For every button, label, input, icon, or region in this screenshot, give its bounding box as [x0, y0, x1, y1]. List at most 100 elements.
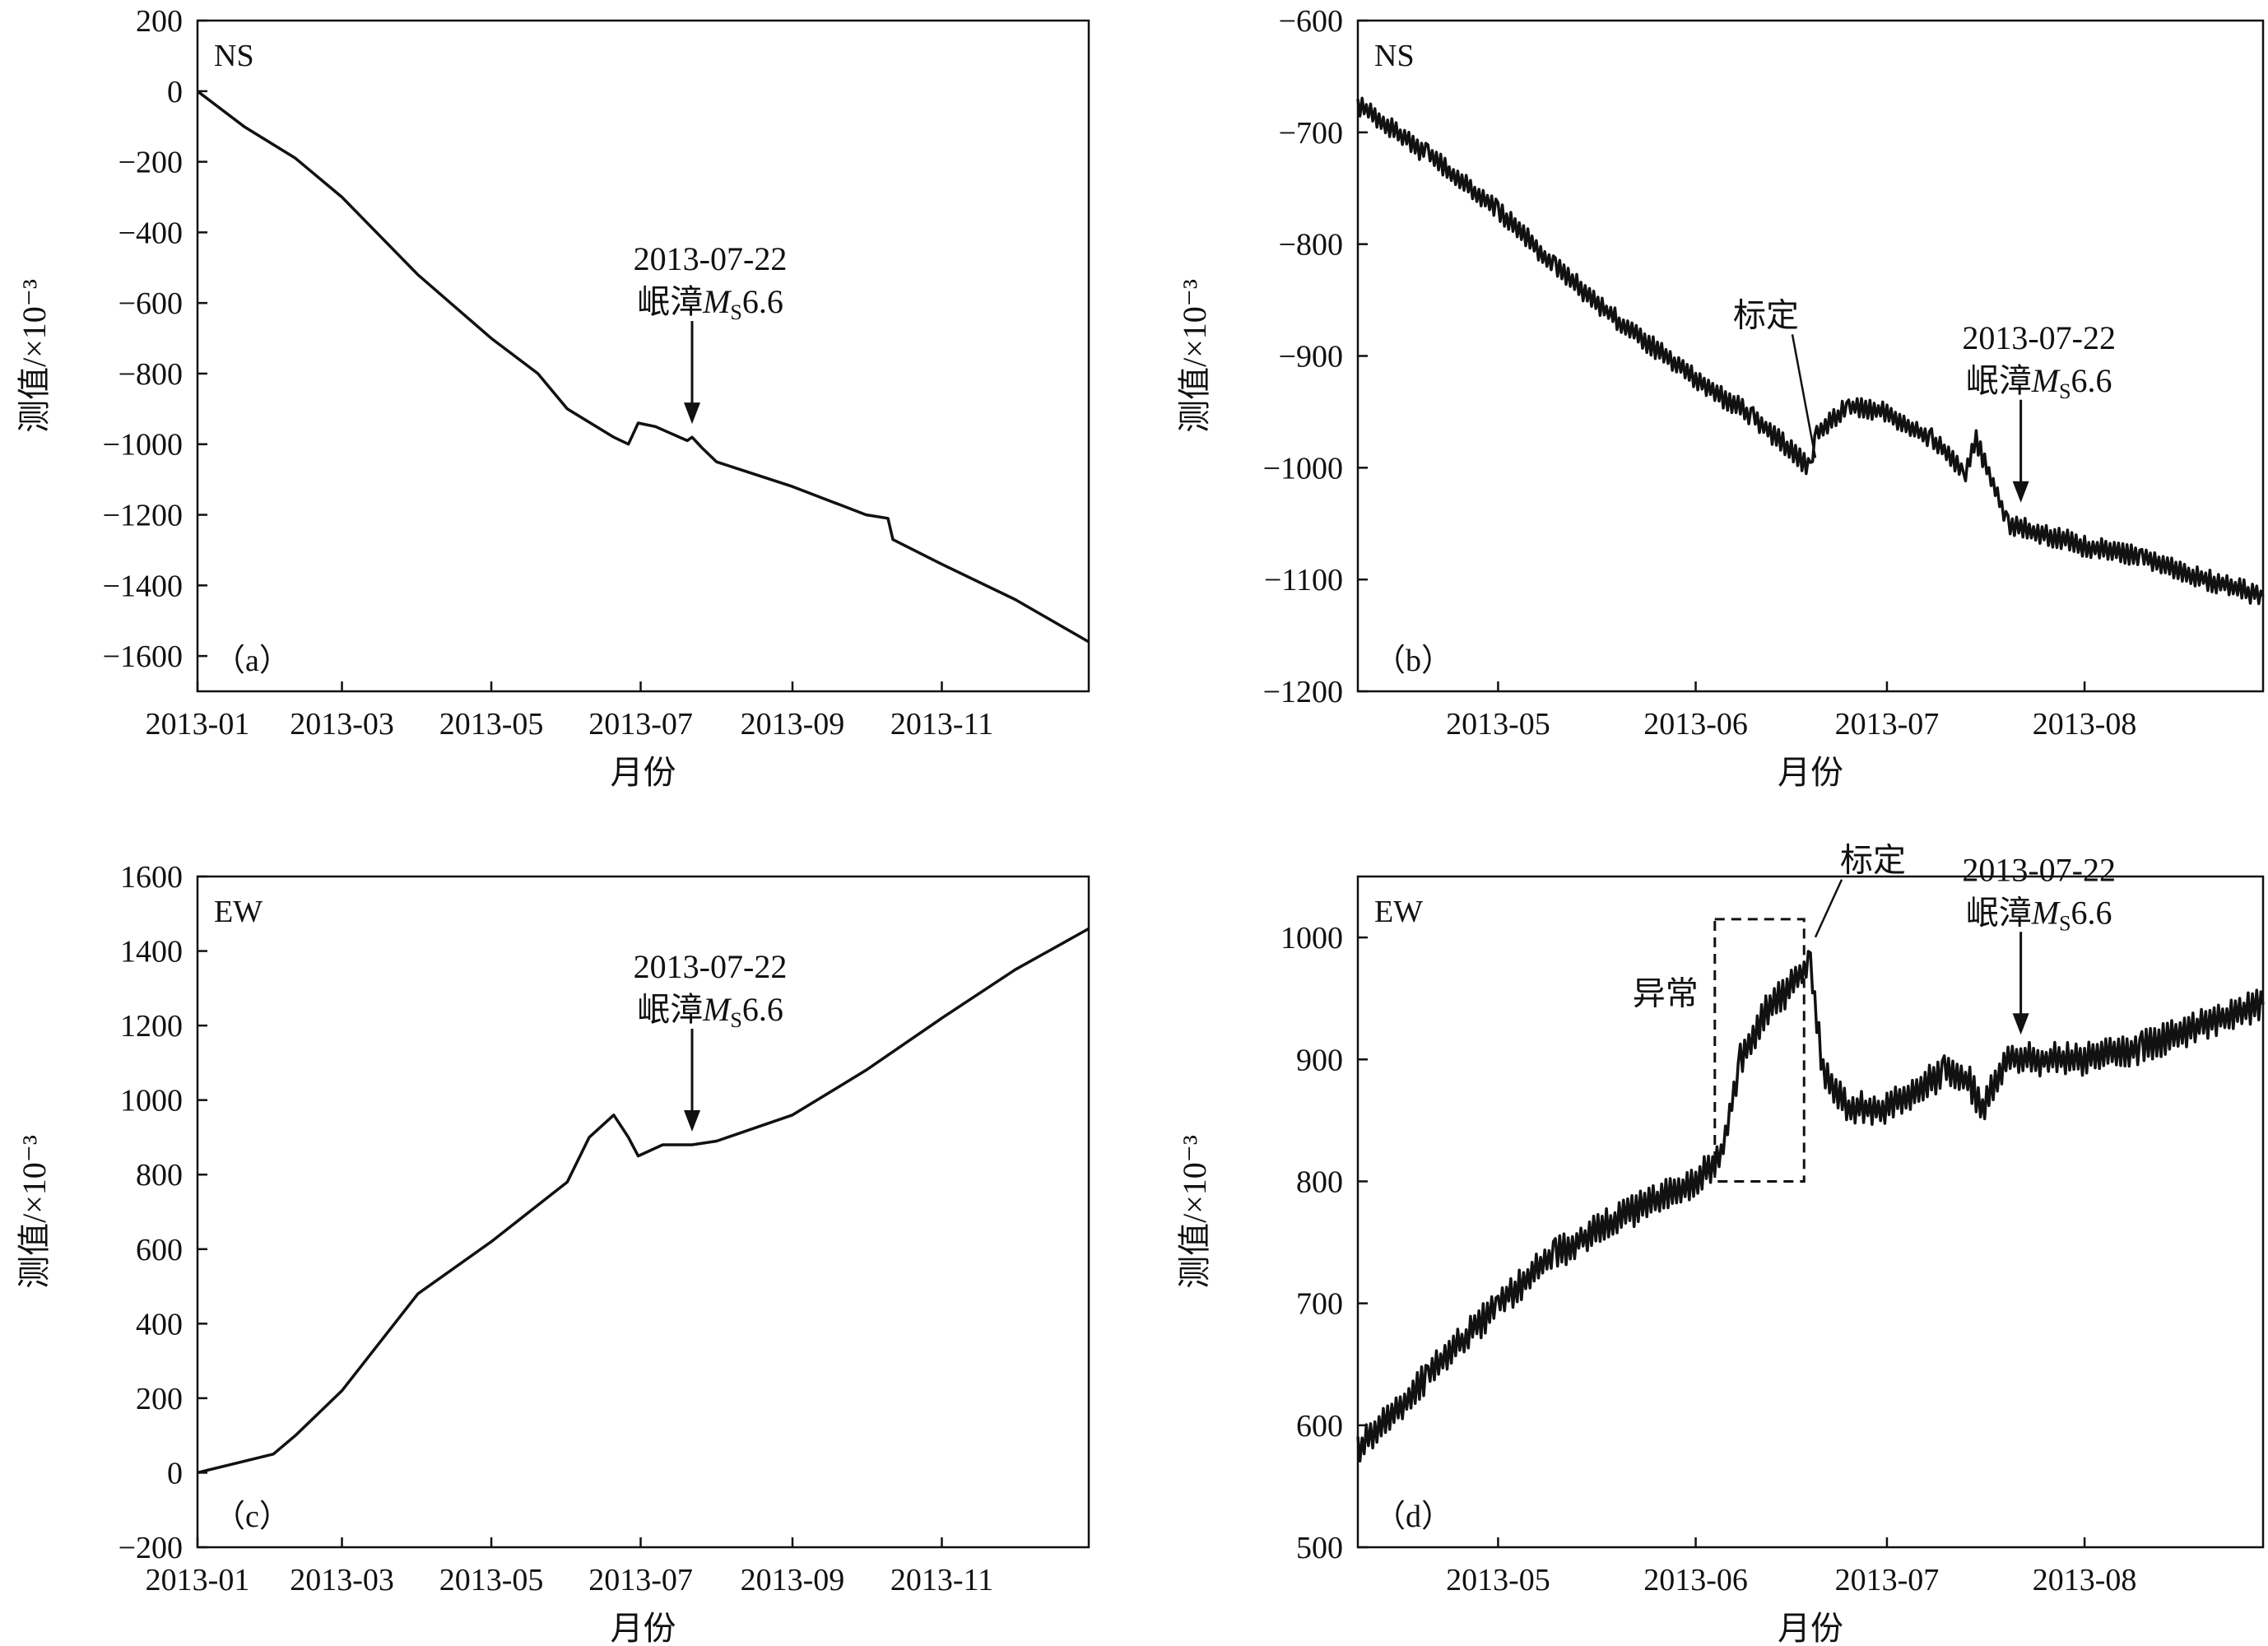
y-tick-label: 1600	[120, 860, 183, 895]
x-tick-label: 2013-06	[1643, 1563, 1748, 1597]
chart-panel-c: 1600 1400 1200 1000 800 600 400 200 0 −2002013-01…	[16, 860, 1090, 1646]
y-tick-label: 500	[1296, 1531, 1343, 1565]
y-tick-label: −1100	[1264, 563, 1343, 597]
y-tick-label: −700	[1279, 116, 1343, 151]
y-tick-label: 0	[167, 75, 183, 109]
calibration-label: 标定	[1840, 842, 1906, 879]
magnitude-value: 6.6	[2071, 362, 2112, 399]
plot-frame	[1356, 19, 2265, 693]
y-tick-label: 900	[1296, 1043, 1343, 1077]
y-tick-label: 400	[136, 1307, 183, 1341]
earthquake-arrowhead	[684, 1110, 701, 1132]
magnitude-subscript: S	[730, 1008, 741, 1032]
y-tick-label: 0	[167, 1456, 183, 1490]
x-axis-title: 月份	[1778, 754, 1843, 791]
place-name: 岷漳	[637, 283, 703, 320]
calibration-label: 标定	[1733, 296, 1799, 333]
y-tick-label: 700	[1296, 1287, 1343, 1322]
x-tick-label: 2013-03	[290, 1563, 394, 1597]
calibration-leader	[1814, 879, 1843, 938]
earthquake-name: 岷漳MS6.6	[637, 991, 783, 1032]
calibration-leader	[1791, 334, 1817, 458]
chart-panel-a: 200 0 −200 −400 −600 −800 −1000 −1200 −1400 −1600…	[16, 4, 1090, 791]
y-axis-title: 测值/×10⁻³	[16, 1135, 53, 1289]
component-label: EW	[1374, 895, 1423, 929]
series-line	[197, 927, 1090, 1475]
y-tick-label: 1400	[120, 935, 183, 969]
component-label: NS	[214, 39, 254, 73]
earthquake-date: 2013-07-22	[634, 948, 788, 985]
y-tick-label: −600	[119, 286, 183, 321]
y-tick-label: −800	[1279, 228, 1343, 263]
y-tick-label: 200	[136, 4, 183, 39]
earthquake-name: 岷漳MS6.6	[1966, 894, 2112, 935]
earthquake-date: 2013-07-22	[1962, 851, 2116, 888]
x-tick-label: 2013-07	[588, 1563, 693, 1597]
y-tick-label: −1200	[1263, 675, 1343, 709]
x-tick-label: 2013-03	[290, 707, 394, 742]
y-axis-title: 测值/×10⁻³	[1176, 1135, 1213, 1289]
series-line	[1356, 96, 2265, 606]
y-tick-label: −900	[1279, 340, 1343, 374]
y-axis-title: 测值/×10⁻³	[16, 279, 53, 433]
y-tick-label: −600	[1279, 4, 1343, 39]
x-tick-label: 2013-01	[146, 1563, 250, 1597]
x-tick-label: 2013-07	[1835, 707, 1940, 742]
y-tick-label: −200	[119, 146, 183, 180]
y-tick-label: −800	[119, 357, 183, 392]
x-tick-label: 2013-05	[439, 1563, 544, 1597]
chart-panel-d: 1000 900 800 700 600 500 2013-05 2013-06 2013-07…	[1176, 842, 2265, 1646]
series-line	[196, 90, 1090, 644]
plot-frame	[196, 875, 1090, 1549]
panel-label: （b）	[1374, 644, 1452, 678]
component-label: EW	[214, 895, 263, 929]
x-tick-label: 2013-07	[588, 707, 693, 742]
magnitude-value: 6.6	[742, 991, 783, 1028]
x-tick-label: 2013-06	[1643, 707, 1748, 742]
panel-label: （a）	[214, 644, 290, 678]
y-axis-title: 测值/×10⁻³	[1176, 279, 1213, 433]
x-tick-label: 2013-09	[741, 1563, 845, 1597]
y-tick-label: 600	[1296, 1409, 1343, 1444]
panel-label: （d）	[1374, 1500, 1452, 1534]
y-tick-label: 1000	[1280, 921, 1343, 956]
x-tick-label: 2013-05	[1446, 707, 1550, 742]
panel-label: （c）	[214, 1500, 290, 1534]
y-tick-label: −1000	[1263, 451, 1343, 486]
x-axis-title: 月份	[1778, 1610, 1843, 1646]
earthquake-arrowhead	[2012, 1013, 2029, 1035]
magnitude-value: 6.6	[742, 283, 783, 320]
magnitude-symbol: M	[702, 283, 732, 320]
place-name: 岷漳	[637, 991, 703, 1028]
x-tick-label: 2013-05	[1446, 1563, 1550, 1597]
earthquake-date: 2013-07-22	[634, 240, 788, 277]
anomaly-label: 异常	[1633, 975, 1699, 1012]
y-tick-label: −1000	[103, 428, 183, 463]
y-tick-label: 200	[136, 1382, 183, 1416]
earthquake-arrowhead	[684, 402, 701, 425]
place-name: 岷漳	[1966, 362, 2032, 399]
y-tick-label: −200	[119, 1531, 183, 1565]
x-tick-label: 2013-11	[890, 1563, 993, 1597]
magnitude-subscript: S	[2059, 379, 2070, 403]
series-line	[1356, 950, 2265, 1463]
x-tick-label: 2013-05	[439, 707, 544, 742]
earthquake-name: 岷漳MS6.6	[637, 283, 783, 324]
plot-frame	[196, 19, 1090, 693]
y-tick-label: −1200	[103, 499, 183, 533]
anomaly-box	[1713, 918, 1806, 1183]
y-tick-label: −400	[119, 216, 183, 250]
earthquake-name: 岷漳MS6.6	[1966, 362, 2112, 403]
magnitude-value: 6.6	[2071, 894, 2112, 931]
x-axis-title: 月份	[611, 754, 676, 791]
earthquake-arrowhead	[2012, 481, 2029, 503]
x-tick-label: 2013-08	[2033, 707, 2137, 742]
magnitude-symbol: M	[2031, 894, 2061, 931]
y-tick-label: 1200	[120, 1009, 183, 1044]
magnitude-symbol: M	[2031, 362, 2061, 399]
place-name: 岷漳	[1966, 894, 2032, 931]
earthquake-date: 2013-07-22	[1962, 319, 2116, 356]
magnitude-subscript: S	[730, 300, 741, 324]
x-tick-label: 2013-11	[890, 707, 993, 742]
